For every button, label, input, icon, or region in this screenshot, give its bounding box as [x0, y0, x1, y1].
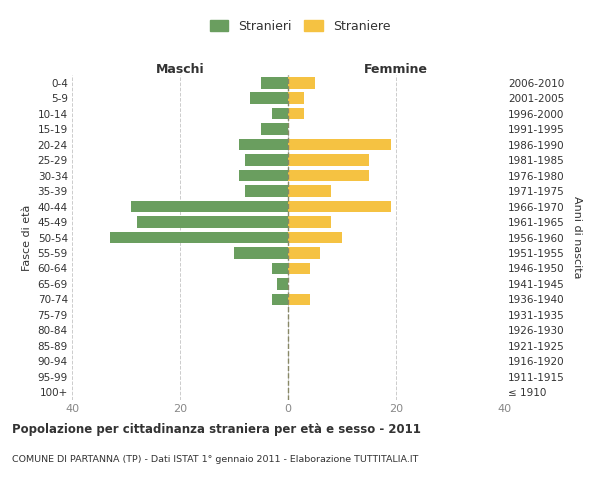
Y-axis label: Fasce di età: Fasce di età — [22, 204, 32, 270]
Bar — [137, 216, 288, 228]
Text: Maschi: Maschi — [155, 63, 205, 76]
Bar — [288, 232, 342, 243]
Bar — [288, 154, 369, 166]
Bar — [277, 278, 288, 289]
Bar — [288, 170, 369, 181]
Y-axis label: Anni di nascita: Anni di nascita — [572, 196, 581, 279]
Bar — [288, 108, 304, 120]
Bar — [272, 108, 288, 120]
Bar — [261, 77, 288, 88]
Bar — [234, 247, 288, 259]
Bar — [288, 139, 391, 150]
Bar — [239, 139, 288, 150]
Bar — [272, 294, 288, 305]
Bar — [288, 186, 331, 197]
Bar — [250, 92, 288, 104]
Bar — [288, 77, 315, 88]
Text: Popolazione per cittadinanza straniera per età e sesso - 2011: Popolazione per cittadinanza straniera p… — [12, 422, 421, 436]
Bar — [245, 186, 288, 197]
Text: COMUNE DI PARTANNA (TP) - Dati ISTAT 1° gennaio 2011 - Elaborazione TUTTITALIA.I: COMUNE DI PARTANNA (TP) - Dati ISTAT 1° … — [12, 455, 418, 464]
Bar — [110, 232, 288, 243]
Text: Femmine: Femmine — [364, 63, 428, 76]
Bar — [288, 262, 310, 274]
Bar — [272, 262, 288, 274]
Bar — [288, 216, 331, 228]
Legend: Stranieri, Straniere: Stranieri, Straniere — [206, 16, 394, 37]
Bar — [239, 170, 288, 181]
Bar — [288, 92, 304, 104]
Bar — [261, 124, 288, 135]
Bar — [288, 200, 391, 212]
Bar — [288, 294, 310, 305]
Bar — [245, 154, 288, 166]
Bar — [131, 200, 288, 212]
Bar — [288, 247, 320, 259]
